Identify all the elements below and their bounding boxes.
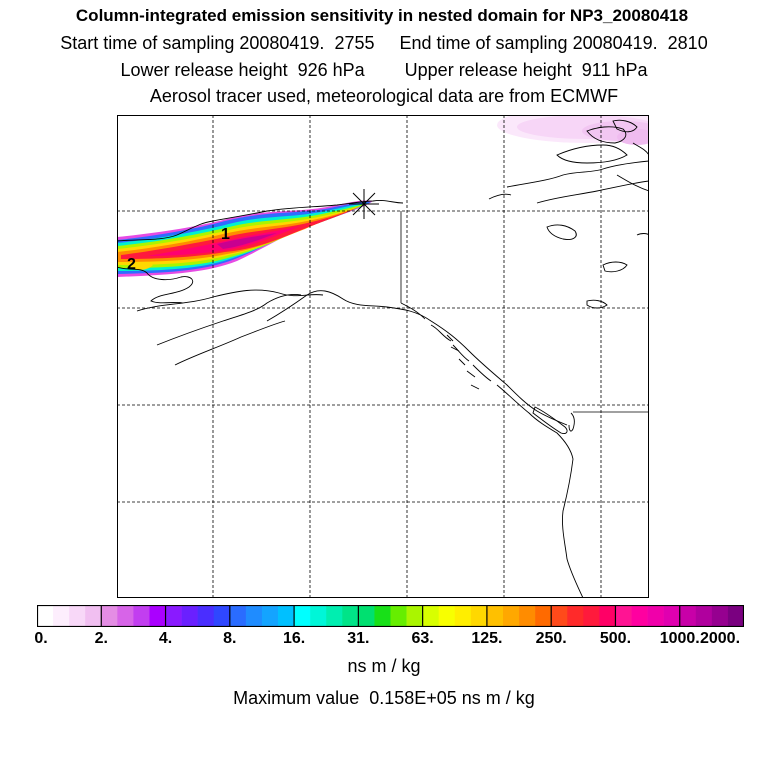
colorbar-cell bbox=[181, 605, 198, 627]
colorbar-cell bbox=[663, 605, 681, 627]
colorbar-cell bbox=[422, 605, 440, 627]
colorbar-cell bbox=[599, 605, 616, 627]
colorbar-cell bbox=[535, 605, 552, 627]
colorbar-tick-label: 16. bbox=[282, 630, 306, 647]
colorbar-cell bbox=[647, 605, 664, 627]
map-frame bbox=[117, 115, 649, 598]
colorbar-cell bbox=[261, 605, 279, 627]
maximum-value-label: Maximum value 0.158E+05 ns m / kg bbox=[233, 688, 535, 708]
colorbar-cell bbox=[133, 605, 150, 627]
colorbar-cell bbox=[695, 605, 713, 627]
colorbar-tick-label: 2. bbox=[94, 630, 108, 647]
colorbar-tick-label: 8. bbox=[223, 630, 237, 647]
colorbar-tick-label: 0. bbox=[34, 630, 48, 647]
colorbar-cell bbox=[374, 605, 391, 627]
colorbar-cell bbox=[470, 605, 488, 627]
colorbar-cell bbox=[342, 605, 359, 627]
colorbar-cell bbox=[406, 605, 423, 627]
cluster-label-2: 2 bbox=[127, 256, 136, 273]
colorbar-cell bbox=[310, 605, 327, 627]
colorbar-cell bbox=[454, 605, 472, 627]
colorbar-tick-label: 1000. bbox=[659, 630, 700, 647]
graticule bbox=[117, 115, 649, 598]
colorbar-cell bbox=[197, 605, 215, 627]
colorbar-cell bbox=[149, 605, 166, 627]
release-point-marker bbox=[349, 189, 379, 219]
colorbar-cell bbox=[567, 605, 584, 627]
map-background bbox=[117, 115, 649, 598]
cluster-label-1: 1 bbox=[221, 226, 230, 243]
colorbar-cell bbox=[326, 605, 343, 627]
colorbar-tick-label: 4. bbox=[158, 630, 173, 647]
colorbar-cell bbox=[278, 605, 295, 627]
colorbar-cell bbox=[502, 605, 520, 627]
colorbar-cell bbox=[53, 605, 70, 627]
colorbar-cell bbox=[213, 605, 231, 627]
colorbar-cell bbox=[229, 605, 247, 627]
plot-title: Column-integrated emission sensitivity i… bbox=[75, 6, 689, 25]
colorbar-tick-label: 125. bbox=[471, 630, 503, 647]
colorbar bbox=[37, 605, 744, 627]
colorbar-tick-label: 31. bbox=[347, 630, 370, 647]
colorbar-cell bbox=[438, 605, 456, 627]
colorbar-cell bbox=[679, 605, 697, 627]
colorbar-tick-label: 63. bbox=[411, 630, 434, 647]
colorbar-cell bbox=[390, 605, 407, 627]
sensitivity-map: 1 2 bbox=[117, 115, 649, 598]
colorbar-cell bbox=[37, 605, 54, 627]
colorbar-cell bbox=[165, 605, 182, 627]
colorbar-tick-label: 500. bbox=[599, 630, 632, 647]
borders bbox=[400, 211, 649, 413]
colorbar-cell bbox=[117, 605, 134, 627]
colorbar-cell bbox=[727, 605, 744, 627]
colorbar-cell bbox=[85, 605, 102, 627]
colorbar-cell bbox=[245, 605, 263, 627]
colorbar-cell bbox=[101, 605, 118, 627]
sampling-time-line: Start time of sampling 20080419. 2755 En… bbox=[60, 33, 708, 53]
release-height-line: Lower release height 926 hPa Upper relea… bbox=[120, 60, 648, 80]
sensitivity-plume bbox=[117, 200, 373, 277]
colorbar-units: ns m / kg bbox=[347, 656, 421, 676]
tracer-info-line: Aerosol tracer used, meteorological data… bbox=[149, 86, 619, 106]
colorbar-cell bbox=[294, 605, 311, 627]
colorbar-cell bbox=[711, 605, 729, 627]
colorbar-tick-label: 2000. bbox=[699, 630, 741, 647]
colorbar-tick-label: 250. bbox=[535, 630, 567, 647]
colorbar-cell bbox=[69, 605, 86, 627]
colorbar-cell bbox=[486, 605, 504, 627]
colorbar-cell bbox=[358, 605, 375, 627]
colorbar-cell bbox=[615, 605, 632, 627]
colorbar-cell bbox=[519, 605, 536, 627]
colorbar-cell bbox=[631, 605, 648, 627]
colorbar-cell bbox=[583, 605, 600, 627]
colorbar-cell bbox=[551, 605, 568, 627]
sensitivity-cloud-arctic bbox=[497, 115, 649, 145]
